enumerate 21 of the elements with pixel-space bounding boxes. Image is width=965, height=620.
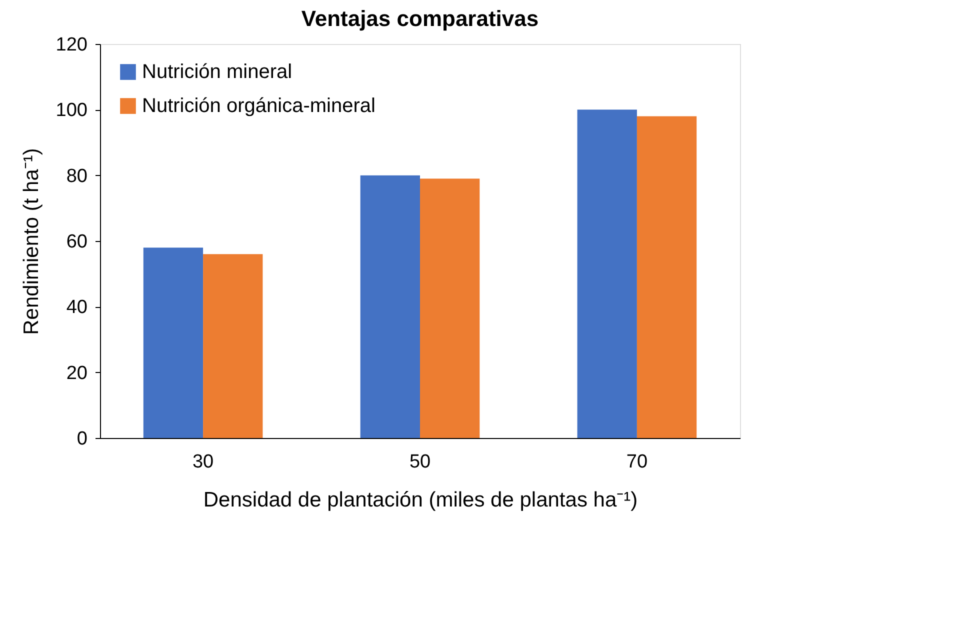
x-axis-title: Densidad de plantación (miles de plantas ha⁻¹) [203, 488, 638, 512]
y-tick-label: 20 [66, 362, 88, 384]
y-tick-label: 80 [66, 166, 88, 187]
y-tick-label: 40 [66, 297, 88, 318]
bar [577, 110, 637, 438]
bar [203, 254, 263, 438]
bar [143, 248, 204, 438]
bar [420, 178, 480, 438]
y-tick-label: 60 [66, 232, 88, 252]
x-tick-label: 70 [626, 452, 648, 472]
chart-title: Ventajas comparativas [301, 6, 539, 31]
y-tick-label: 100 [56, 100, 88, 122]
y-tick-label: 120 [56, 34, 88, 56]
x-tick-label: 30 [192, 452, 214, 472]
bar [636, 116, 697, 438]
x-tick-label: 50 [409, 452, 431, 472]
legend-label: Nutrición mineral [142, 61, 292, 83]
legend-label: Nutrición orgánica-mineral [142, 95, 376, 117]
bar [360, 175, 420, 438]
y-tick-label: 0 [76, 428, 88, 450]
y-axis-title: Rendimiento (t ha⁻¹) [20, 148, 43, 335]
